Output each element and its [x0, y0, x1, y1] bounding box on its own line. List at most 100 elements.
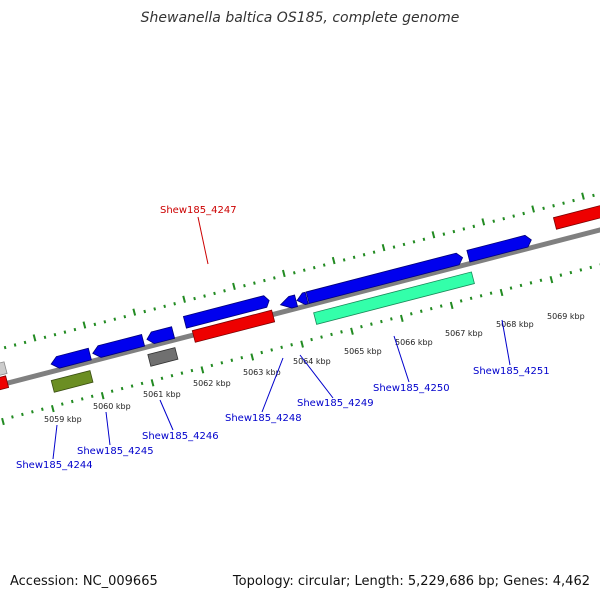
minor-tick — [462, 227, 466, 231]
minor-tick — [322, 263, 326, 267]
minor-tick — [163, 304, 167, 309]
minor-tick — [290, 343, 293, 347]
scale-label: 5065 kbp — [344, 347, 382, 356]
minor-tick — [70, 399, 74, 404]
minor-tick — [13, 343, 17, 347]
minor-tick — [93, 322, 97, 327]
minor-tick — [193, 296, 196, 301]
major-tick — [399, 314, 404, 322]
minor-tick — [312, 265, 316, 270]
minor-tick — [40, 407, 44, 411]
gene-cyan-feature[interactable] — [313, 271, 475, 325]
minor-tick — [392, 245, 396, 249]
leader-4248 — [261, 357, 284, 413]
minor-tick — [402, 242, 406, 247]
major-tick — [100, 392, 105, 400]
gene-label-4245[interactable]: Shew185_4245 — [77, 446, 154, 457]
topology-text: Topology: circular; Length: 5,229,686 bp… — [232, 574, 590, 589]
minor-tick — [362, 253, 366, 257]
minor-tick — [31, 410, 34, 414]
minor-tick — [210, 363, 214, 368]
gene-4245-reverse-arrow[interactable] — [91, 334, 146, 360]
scale-label: 5062 kbp — [193, 379, 231, 388]
minor-tick — [213, 291, 216, 296]
minor-tick — [170, 374, 174, 378]
minor-tick — [419, 309, 423, 313]
gene-red-feature-left[interactable] — [0, 375, 10, 395]
minor-tick — [489, 291, 493, 295]
gene-4248-reverse-arrow[interactable] — [279, 294, 299, 311]
minor-tick — [479, 294, 483, 298]
minor-tick — [439, 304, 443, 308]
minor-tick — [280, 345, 284, 350]
gene-gray-feature[interactable] — [147, 347, 179, 367]
scale-label: 5066 kbp — [395, 338, 433, 347]
minor-tick — [559, 273, 563, 277]
minor-tick — [342, 258, 346, 262]
minor-tick — [429, 306, 433, 311]
minor-tick — [140, 381, 144, 386]
minor-tick — [589, 265, 593, 270]
gene-label-4248[interactable]: Shew185_4248 — [225, 413, 302, 424]
gene-label-4249[interactable]: Shew185_4249 — [297, 398, 374, 409]
minor-tick — [130, 384, 134, 388]
gene-red-feature-right[interactable] — [552, 202, 600, 230]
gene-4246-reverse-arrow[interactable] — [145, 326, 176, 345]
minor-tick — [412, 240, 416, 244]
minor-tick — [469, 296, 473, 301]
accession-text: Accession: NC_009665 — [10, 574, 158, 589]
major-tick — [232, 282, 236, 290]
gene-red-feature-upper[interactable] — [191, 309, 276, 343]
minor-tick — [260, 350, 264, 355]
gene-4250-forward-arrow[interactable] — [305, 252, 464, 305]
leader-4247 — [197, 216, 209, 265]
minor-tick — [113, 317, 117, 321]
major-tick — [581, 192, 585, 200]
minor-tick — [123, 314, 127, 319]
scale-label: 5068 kbp — [496, 320, 534, 329]
gene-label-4247[interactable]: Shew185_4247 — [160, 205, 237, 216]
gene-label-4246[interactable]: Shew185_4246 — [142, 431, 219, 442]
gene-4251-forward-arrow[interactable] — [466, 234, 533, 263]
minor-tick — [310, 337, 313, 342]
gene-4247-forward-arrow[interactable] — [182, 295, 270, 329]
gene-4249-reverse-arrow[interactable] — [296, 291, 309, 306]
minor-tick — [103, 320, 107, 324]
minor-tick — [592, 193, 595, 198]
minor-tick — [230, 358, 234, 362]
gene-label-4244[interactable]: Shew185_4244 — [16, 460, 93, 471]
minor-tick — [80, 397, 84, 401]
leader-4249 — [299, 354, 334, 399]
minor-tick — [459, 299, 463, 303]
minor-tick — [302, 268, 306, 272]
gene-4244-reverse-arrow[interactable] — [50, 347, 92, 370]
scale-label: 5059 kbp — [44, 415, 82, 424]
minor-tick — [21, 412, 24, 417]
major-tick — [481, 218, 486, 226]
gene-olive-feature[interactable] — [50, 370, 94, 393]
gene-label-4251[interactable]: Shew185_4251 — [473, 366, 550, 377]
major-tick — [549, 276, 554, 284]
major-tick — [132, 308, 137, 316]
minor-tick — [372, 250, 376, 254]
major-tick — [281, 269, 286, 278]
minor-tick — [53, 332, 57, 337]
minor-tick — [422, 237, 426, 241]
minor-tick — [552, 204, 555, 208]
upper-tick-track — [3, 192, 595, 350]
leader-4246 — [159, 399, 174, 431]
major-tick — [200, 366, 205, 374]
minor-tick — [390, 317, 393, 321]
minor-tick — [223, 289, 226, 293]
gene-silver-feature-left[interactable] — [0, 361, 8, 382]
gene-label-4250[interactable]: Shew185_4250 — [373, 383, 450, 394]
minor-tick — [153, 307, 157, 311]
lower-tick-track — [1, 263, 600, 426]
minor-tick — [203, 294, 206, 298]
minor-tick — [73, 327, 77, 332]
minor-tick — [569, 270, 573, 275]
major-tick — [381, 244, 386, 252]
minor-tick — [120, 386, 124, 391]
minor-tick — [173, 302, 176, 306]
